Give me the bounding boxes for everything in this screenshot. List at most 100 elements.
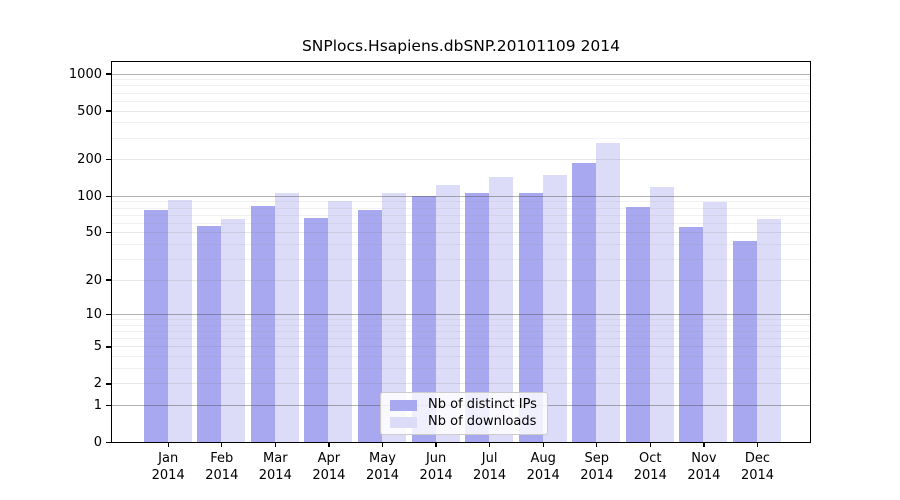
y-axis-tick-10 bbox=[106, 313, 111, 316]
gridline-400 bbox=[112, 122, 810, 124]
legend-swatch-distinct-ips bbox=[390, 399, 417, 411]
x-axis-month-label: Apr bbox=[317, 451, 341, 466]
y-axis-tick-0 bbox=[106, 441, 111, 444]
x-axis-tick-label-aug: Aug 2014 bbox=[511, 451, 575, 484]
bar-distinct-ips-dec bbox=[732, 241, 757, 442]
x-axis-month-label: Jul bbox=[481, 451, 498, 466]
gridline-800 bbox=[112, 85, 810, 87]
x-axis-year-label: 2014 bbox=[580, 467, 614, 483]
bar-downloads-jan bbox=[167, 199, 192, 442]
legend-label-distinct-ips: Nb of distinct IPs bbox=[428, 397, 537, 412]
bar-downloads-feb bbox=[221, 218, 246, 442]
y-axis-tick-20 bbox=[106, 279, 111, 281]
bar-distinct-ips-feb bbox=[197, 225, 222, 442]
y-axis-tick-label-1: 1 bbox=[93, 398, 102, 413]
y-axis-tick-label-10: 10 bbox=[85, 307, 102, 323]
x-axis-month-label: May bbox=[369, 451, 396, 466]
gridline-300 bbox=[112, 137, 810, 139]
x-axis-tick-jan bbox=[167, 442, 169, 447]
x-axis-tick-label-may: May 2014 bbox=[351, 451, 415, 484]
x-axis-year-label: 2014 bbox=[687, 467, 721, 483]
x-axis-month-label: Feb bbox=[210, 451, 234, 466]
x-axis-month-label: Jun bbox=[425, 451, 447, 466]
gridline-100 bbox=[112, 195, 810, 197]
x-axis-month-label: Dec bbox=[744, 451, 771, 466]
bar-downloads-apr bbox=[328, 201, 353, 442]
gridline-600 bbox=[112, 100, 810, 102]
gridline-1000 bbox=[112, 73, 810, 75]
legend-label-downloads: Nb of downloads bbox=[428, 414, 537, 429]
x-axis-month-label: Oct bbox=[639, 451, 662, 466]
legend: Nb of distinct IPs Nb of downloads bbox=[380, 392, 548, 435]
y-axis-tick-label-50: 50 bbox=[85, 225, 102, 241]
y-axis-tick-label-5: 5 bbox=[93, 339, 102, 355]
chart-title: SNPlocs.Hsapiens.dbSNP.20101109 2014 bbox=[301, 37, 621, 55]
x-axis-tick-mar bbox=[274, 442, 276, 447]
x-axis-tick-label-sep: Sep 2014 bbox=[565, 451, 629, 484]
bar-distinct-ips-may bbox=[357, 209, 382, 442]
bar-distinct-ips-oct bbox=[625, 207, 650, 442]
x-axis-tick-nov bbox=[703, 442, 705, 447]
bar-downloads-sep bbox=[596, 143, 621, 442]
x-axis-tick-label-nov: Nov 2014 bbox=[672, 451, 736, 484]
y-axis-tick-100 bbox=[106, 195, 111, 198]
legend-swatch-downloads bbox=[390, 416, 417, 428]
x-axis-month-label: Nov bbox=[691, 451, 717, 466]
gridline-700 bbox=[112, 92, 810, 94]
gridline-200 bbox=[112, 159, 810, 161]
y-axis-tick-label-2: 2 bbox=[93, 376, 102, 392]
x-axis-year-label: 2014 bbox=[365, 467, 400, 483]
x-axis-year-label: 2014 bbox=[526, 467, 560, 483]
x-axis-year-label: 2014 bbox=[205, 467, 239, 483]
x-axis-tick-aug bbox=[542, 442, 544, 447]
bar-distinct-ips-mar bbox=[250, 205, 275, 442]
bar-downloads-nov bbox=[703, 202, 728, 442]
y-axis-tick-200 bbox=[106, 159, 111, 161]
x-axis-tick-label-dec: Dec 2014 bbox=[726, 451, 790, 484]
x-axis-tick-dec bbox=[756, 442, 759, 447]
x-axis-tick-apr bbox=[328, 442, 330, 447]
x-axis-year-label: 2014 bbox=[151, 467, 185, 483]
x-axis-tick-may bbox=[381, 442, 384, 447]
gridline-500 bbox=[112, 110, 810, 112]
bar-downloads-oct bbox=[649, 187, 674, 442]
plot-area bbox=[111, 61, 811, 443]
legend-item-downloads: Nb of downloads bbox=[390, 415, 547, 429]
bar-downloads-mar bbox=[274, 192, 299, 442]
x-axis-month-label: Aug bbox=[530, 451, 556, 466]
x-axis-tick-label-mar: Mar 2014 bbox=[243, 451, 307, 484]
y-axis-tick-label-200: 200 bbox=[77, 152, 102, 168]
y-axis-tick-500 bbox=[106, 110, 111, 112]
x-axis-tick-jun bbox=[435, 442, 437, 447]
y-axis-tick-label-500: 500 bbox=[77, 103, 102, 119]
x-axis-tick-oct bbox=[649, 442, 651, 447]
x-axis-month-label: Jan bbox=[158, 451, 179, 466]
x-axis-year-label: 2014 bbox=[312, 467, 346, 483]
x-axis-year-label: 2014 bbox=[419, 467, 453, 483]
y-axis-tick-5 bbox=[106, 346, 111, 348]
legend-item-distinct-ips: Nb of distinct IPs bbox=[390, 398, 547, 412]
x-axis-tick-jul bbox=[488, 442, 491, 447]
bar-distinct-ips-apr bbox=[304, 217, 329, 442]
x-axis-year-label: 2014 bbox=[633, 467, 667, 483]
x-axis-month-label: Mar bbox=[263, 451, 288, 466]
y-axis-tick-2 bbox=[106, 383, 111, 385]
bar-distinct-ips-jan bbox=[143, 210, 168, 442]
x-axis-month-label: Sep bbox=[584, 451, 610, 466]
x-axis-tick-label-oct: Oct 2014 bbox=[618, 451, 682, 484]
x-axis-year-label: 2014 bbox=[473, 467, 507, 483]
bar-downloads-dec bbox=[756, 218, 781, 442]
y-axis-tick-label-20: 20 bbox=[85, 272, 102, 288]
x-axis-tick-label-feb: Feb 2014 bbox=[190, 451, 254, 484]
bar-distinct-ips-nov bbox=[679, 227, 704, 442]
x-axis-year-label: 2014 bbox=[740, 467, 775, 483]
y-axis-tick-label-1000: 1000 bbox=[68, 66, 102, 82]
y-axis-tick-1 bbox=[106, 404, 111, 407]
x-axis-tick-label-jul: Jul 2014 bbox=[458, 451, 522, 484]
x-axis-tick-feb bbox=[221, 442, 223, 447]
bar-distinct-ips-sep bbox=[572, 163, 597, 442]
x-axis-tick-label-jan: Jan 2014 bbox=[136, 451, 200, 484]
x-axis-year-label: 2014 bbox=[258, 467, 292, 483]
x-axis-tick-label-apr: Apr 2014 bbox=[297, 451, 361, 484]
